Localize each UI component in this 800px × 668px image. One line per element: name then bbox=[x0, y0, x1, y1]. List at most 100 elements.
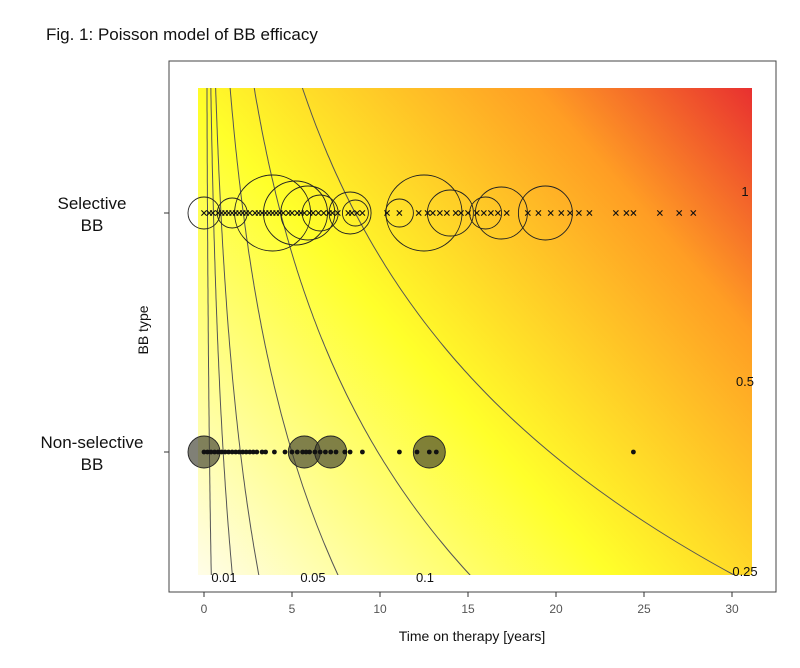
selective-point-60 bbox=[612, 210, 619, 216]
contour-line-0.5 bbox=[253, 88, 471, 575]
selective-event-circle-11 bbox=[469, 196, 503, 230]
x-tick-label-25: 25 bbox=[637, 602, 651, 616]
selective-point-0 bbox=[201, 210, 207, 216]
selective-point-64 bbox=[676, 210, 683, 216]
selective-event-circle-8 bbox=[384, 198, 414, 228]
nonselective-point-34 bbox=[414, 449, 420, 455]
x-tick-label-5: 5 bbox=[289, 602, 296, 616]
contour-lines bbox=[206, 88, 736, 575]
x-axis-title: Time on therapy [years] bbox=[399, 628, 546, 644]
nonselective-point-14 bbox=[250, 449, 256, 455]
selective-point-2 bbox=[209, 210, 216, 216]
contour-label-0.5: 0.5 bbox=[736, 374, 754, 389]
selective-point-42 bbox=[429, 210, 436, 216]
nonselective-point-27 bbox=[323, 449, 328, 455]
selective-event-circle-9 bbox=[385, 174, 463, 252]
contour-label-0.01: 0.01 bbox=[211, 570, 236, 585]
nonselective-point-22 bbox=[300, 449, 305, 455]
nonselective-point-17 bbox=[263, 449, 268, 455]
nonselective-point-31 bbox=[347, 449, 353, 455]
selective-point-36 bbox=[354, 210, 361, 216]
nonselective-point-11 bbox=[240, 449, 246, 455]
selective-event-circle-7 bbox=[341, 199, 369, 227]
nonselective-point-8 bbox=[229, 449, 235, 455]
nonselective-point-13 bbox=[247, 449, 253, 455]
selective-point-39 bbox=[396, 210, 403, 216]
nonselective-point-24 bbox=[307, 449, 312, 455]
selective-point-43 bbox=[436, 210, 443, 216]
selective-event-circle-3 bbox=[263, 180, 328, 246]
nonselective-point-18 bbox=[272, 449, 277, 455]
selective-point-47 bbox=[465, 210, 471, 216]
plot-panel-border bbox=[168, 60, 777, 593]
nonselective-point-29 bbox=[333, 449, 339, 455]
nonselective-point-28 bbox=[328, 449, 334, 455]
selective-point-63 bbox=[656, 210, 663, 216]
y-axis: Selective BB Non-selective BB bbox=[41, 194, 169, 474]
selective-event-circle-13 bbox=[517, 185, 573, 241]
x-tick-label-10: 10 bbox=[373, 602, 387, 616]
selective-point-41 bbox=[424, 210, 431, 216]
selective-point-46 bbox=[457, 210, 464, 216]
nonselective-point-6 bbox=[222, 449, 228, 455]
x-tick-label-20: 20 bbox=[549, 602, 563, 616]
nonselective-point-23 bbox=[303, 449, 309, 455]
nonselective-point-37 bbox=[631, 449, 636, 455]
selective-event-circle-4 bbox=[280, 185, 336, 241]
selective-event-circle-2 bbox=[234, 174, 312, 252]
selective-point-32 bbox=[329, 210, 336, 216]
nonselective-point-5 bbox=[219, 449, 225, 455]
selective-point-26 bbox=[301, 210, 308, 216]
nonselective-point-15 bbox=[254, 449, 260, 455]
selective-point-44 bbox=[443, 210, 450, 216]
contour-line-1 bbox=[301, 88, 736, 575]
contour-label-1: 1 bbox=[741, 184, 748, 199]
selective-point-28 bbox=[310, 210, 317, 216]
selective-point-30 bbox=[320, 210, 327, 216]
selective-point-51 bbox=[494, 210, 501, 216]
selective-point-50 bbox=[487, 210, 494, 216]
contour-labels: 0.01 0.05 0.1 0.25 0.5 1 bbox=[211, 184, 757, 585]
selective-point-45 bbox=[452, 210, 459, 216]
selective-point-35 bbox=[348, 210, 355, 216]
selective-point-49 bbox=[480, 210, 487, 216]
selective-point-55 bbox=[547, 210, 554, 216]
selective-point-38 bbox=[384, 210, 391, 216]
nonselective-point-36 bbox=[433, 449, 439, 455]
series-nonselective bbox=[187, 435, 636, 469]
y-tick-label-selective: Selective BB bbox=[58, 194, 127, 235]
series-selective bbox=[187, 174, 697, 252]
contour-line-0.05 bbox=[210, 88, 233, 575]
contour-label-0.25: 0.25 bbox=[732, 564, 757, 579]
x-tick-label-30: 30 bbox=[725, 602, 739, 616]
x-tick-label-0: 0 bbox=[201, 602, 208, 616]
heatmap-background bbox=[198, 88, 752, 575]
selective-point-12 bbox=[246, 210, 253, 216]
selective-point-23 bbox=[289, 210, 295, 216]
contour-label-0.1: 0.1 bbox=[416, 570, 434, 585]
selective-point-54 bbox=[535, 210, 542, 216]
selective-point-61 bbox=[623, 210, 630, 216]
nonselective-point-35 bbox=[426, 449, 432, 455]
nonselective-point-32 bbox=[360, 449, 365, 455]
contour-line-0.25 bbox=[229, 88, 339, 575]
contour-label-0.05: 0.05 bbox=[300, 570, 325, 585]
selective-point-62 bbox=[630, 210, 637, 216]
nonselective-point-16 bbox=[259, 449, 265, 455]
nonselective-point-1 bbox=[205, 449, 210, 455]
selective-point-65 bbox=[690, 210, 697, 216]
selective-point-59 bbox=[586, 210, 593, 216]
x-axis: 0 5 10 15 20 25 30 bbox=[201, 592, 739, 616]
contour-line-0.1 bbox=[215, 88, 260, 575]
y-axis-title: BB type bbox=[135, 305, 151, 354]
nonselective-point-0 bbox=[201, 449, 207, 455]
selective-point-40 bbox=[415, 210, 422, 216]
figure-title: Fig. 1: Poisson model of BB efficacy bbox=[46, 25, 318, 44]
selective-point-37 bbox=[359, 210, 366, 216]
nonselective-point-20 bbox=[289, 449, 295, 455]
nonselective-point-21 bbox=[294, 449, 300, 455]
nonselective-point-9 bbox=[233, 449, 239, 455]
selective-point-21 bbox=[280, 210, 287, 216]
selective-event-circle-1 bbox=[216, 197, 248, 229]
nonselective-point-10 bbox=[236, 449, 242, 455]
